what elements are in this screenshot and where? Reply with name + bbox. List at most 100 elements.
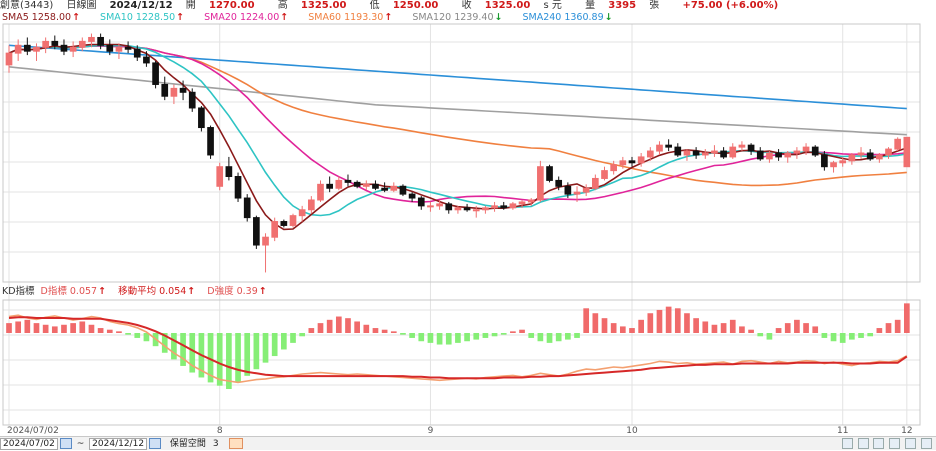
candle-body bbox=[326, 183, 333, 189]
x-tick-label: 9 bbox=[428, 426, 434, 436]
candle-body bbox=[390, 185, 398, 191]
price-change: +75.00 (+6.00%) bbox=[682, 0, 779, 11]
candle-body bbox=[280, 221, 288, 226]
histogram-bar bbox=[134, 333, 141, 338]
ma-legend-sma5: SMA5 1258.00↑ bbox=[2, 12, 81, 23]
quote-date: 2024/12/12 bbox=[109, 0, 173, 11]
histogram-bar bbox=[867, 333, 874, 337]
ma-legend-sma120: SMA120 1239.40↓ bbox=[412, 12, 503, 23]
histogram-bar bbox=[418, 333, 425, 342]
histogram-bar bbox=[674, 308, 681, 333]
candle-body bbox=[381, 187, 388, 191]
candle-body bbox=[42, 40, 49, 48]
stock-chart[interactable]: 2024/07/02 8 9 10 11 12 bbox=[0, 0, 936, 436]
histogram-bar bbox=[592, 313, 599, 333]
ma-legend-sma240: SMA240 1360.89↓ bbox=[522, 12, 613, 23]
pan-right-icon[interactable] bbox=[889, 438, 901, 449]
candle-body bbox=[14, 44, 22, 54]
histogram-bar bbox=[647, 313, 654, 333]
period-label: 日線圖 bbox=[66, 0, 97, 11]
candle-body bbox=[793, 150, 801, 154]
histogram-bar bbox=[812, 326, 819, 333]
zoom-in-icon[interactable] bbox=[841, 438, 853, 449]
candle-body bbox=[106, 44, 114, 52]
volume: 量 3395 張 bbox=[585, 0, 660, 11]
histogram-bar bbox=[161, 333, 168, 353]
candle-body bbox=[198, 107, 205, 129]
candle-body bbox=[298, 209, 306, 217]
low-price: 低 1250.00 bbox=[369, 0, 439, 11]
ma-legend-sma10: SMA10 1228.50↑ bbox=[100, 12, 185, 23]
start-date-field[interactable]: 2024/07/02 bbox=[0, 438, 58, 450]
histogram-bar bbox=[665, 306, 672, 333]
candle-body bbox=[51, 40, 59, 46]
candle-body bbox=[60, 44, 68, 52]
settings-icon[interactable] bbox=[921, 438, 932, 449]
histogram-bar bbox=[473, 333, 480, 340]
histogram-bar bbox=[24, 319, 31, 333]
candle-body bbox=[289, 215, 297, 226]
histogram-bar bbox=[464, 333, 470, 342]
candle-body bbox=[592, 177, 599, 189]
histogram-bar bbox=[171, 333, 177, 360]
histogram-bar bbox=[876, 328, 883, 333]
start-date-picker-icon[interactable] bbox=[59, 438, 72, 449]
candle-body bbox=[821, 154, 828, 168]
candle-body bbox=[674, 146, 682, 156]
ma-line-sma10 bbox=[8, 44, 907, 217]
histogram-bar bbox=[702, 321, 709, 333]
stock-name: 創意(3443) bbox=[0, 0, 54, 11]
histogram-bar bbox=[226, 333, 232, 389]
candle-body bbox=[436, 203, 443, 207]
candle-body bbox=[243, 197, 251, 219]
histogram-bar bbox=[125, 333, 131, 335]
histogram-bar bbox=[729, 319, 736, 333]
histogram-bar bbox=[491, 333, 498, 337]
histogram-bar bbox=[555, 333, 562, 342]
histogram-bar bbox=[720, 323, 727, 333]
end-date-picker-icon[interactable] bbox=[149, 438, 162, 449]
histogram-bar bbox=[455, 333, 461, 343]
histogram-bar bbox=[116, 331, 122, 333]
x-tick-label: 11 bbox=[837, 426, 848, 436]
candle-body bbox=[830, 162, 837, 168]
histogram-bar bbox=[372, 328, 379, 333]
pan-left-icon[interactable] bbox=[873, 438, 885, 449]
histogram-bar bbox=[693, 318, 699, 333]
histogram-bar bbox=[354, 321, 360, 333]
x-tick-label: 2024/07/02 bbox=[7, 426, 59, 436]
end-date-field[interactable]: 2024/12/12 bbox=[89, 438, 148, 450]
candle-body bbox=[69, 46, 77, 52]
candle-body bbox=[839, 160, 847, 164]
candle-body bbox=[619, 160, 627, 166]
zoom-out-icon[interactable] bbox=[857, 438, 869, 449]
histogram-bar bbox=[281, 333, 287, 350]
candle-body bbox=[399, 185, 407, 195]
candle-body bbox=[472, 209, 480, 212]
histogram-bar bbox=[885, 323, 892, 333]
candle-body bbox=[903, 136, 911, 168]
histogram-bar bbox=[61, 324, 67, 333]
expand-icon[interactable] bbox=[905, 438, 917, 449]
histogram-bar bbox=[500, 333, 507, 335]
histogram-bar bbox=[180, 333, 186, 366]
histogram-bar bbox=[326, 319, 333, 333]
indicator-panel bbox=[2, 299, 921, 426]
candle-body bbox=[766, 152, 773, 160]
candle-body bbox=[143, 56, 150, 64]
indicator-item-1: 移動平均 0.054↑ bbox=[118, 286, 196, 297]
histogram-bar bbox=[271, 333, 278, 357]
candle-body bbox=[362, 183, 370, 187]
candle-body bbox=[784, 152, 792, 158]
range-toolbar: 2024/07/02 ~ 2024/12/12 保留空間 3 bbox=[0, 436, 936, 450]
candle-body bbox=[857, 152, 865, 156]
calendar-icon[interactable] bbox=[229, 438, 244, 449]
candle-body bbox=[115, 46, 123, 52]
candle-body bbox=[207, 127, 214, 156]
range-separator: ~ bbox=[76, 439, 85, 449]
candle-body bbox=[802, 146, 810, 152]
histogram-bar bbox=[839, 333, 846, 343]
quote-header: 創意(3443) 日線圖 2024/12/12 開 1270.00 高 1325… bbox=[0, 0, 936, 12]
open-price: 開 1270.00 bbox=[185, 0, 255, 11]
candle-body bbox=[225, 166, 233, 177]
